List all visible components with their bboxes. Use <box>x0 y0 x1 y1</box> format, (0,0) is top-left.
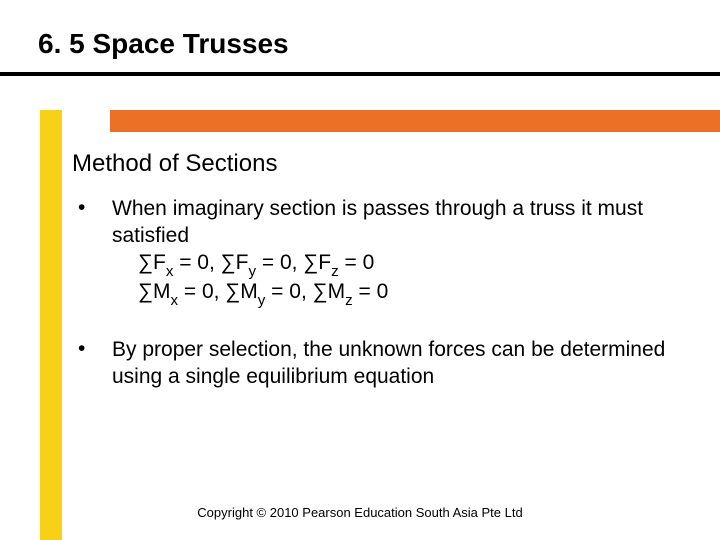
bullet-text: When imaginary section is passes through… <box>112 196 678 250</box>
slide-subtitle: Method of Sections <box>72 150 277 178</box>
equation-line: ∑Mx = 0, ∑My = 0, ∑Mz = 0 <box>138 279 678 309</box>
slide-title: 6. 5 Space Trusses <box>38 28 289 60</box>
content-area: • When imaginary section is passes throu… <box>78 196 678 419</box>
accent-bar-horizontal <box>110 110 720 132</box>
bullet-marker: • <box>78 196 112 220</box>
bullet-body: When imaginary section is passes through… <box>112 196 678 309</box>
equation-line: ∑Fx = 0, ∑Fy = 0, ∑Fz = 0 <box>138 250 678 280</box>
bullet-text: By proper selection, the unknown forces … <box>112 337 678 391</box>
title-underline <box>0 72 720 76</box>
bullet-marker: • <box>78 337 112 361</box>
bullet-item: • By proper selection, the unknown force… <box>78 337 678 391</box>
copyright-text: Copyright © 2010 Pearson Education South… <box>0 505 720 520</box>
bullet-item: • When imaginary section is passes throu… <box>78 196 678 309</box>
accent-bar-vertical <box>40 110 62 540</box>
bullet-body: By proper selection, the unknown forces … <box>112 337 678 391</box>
